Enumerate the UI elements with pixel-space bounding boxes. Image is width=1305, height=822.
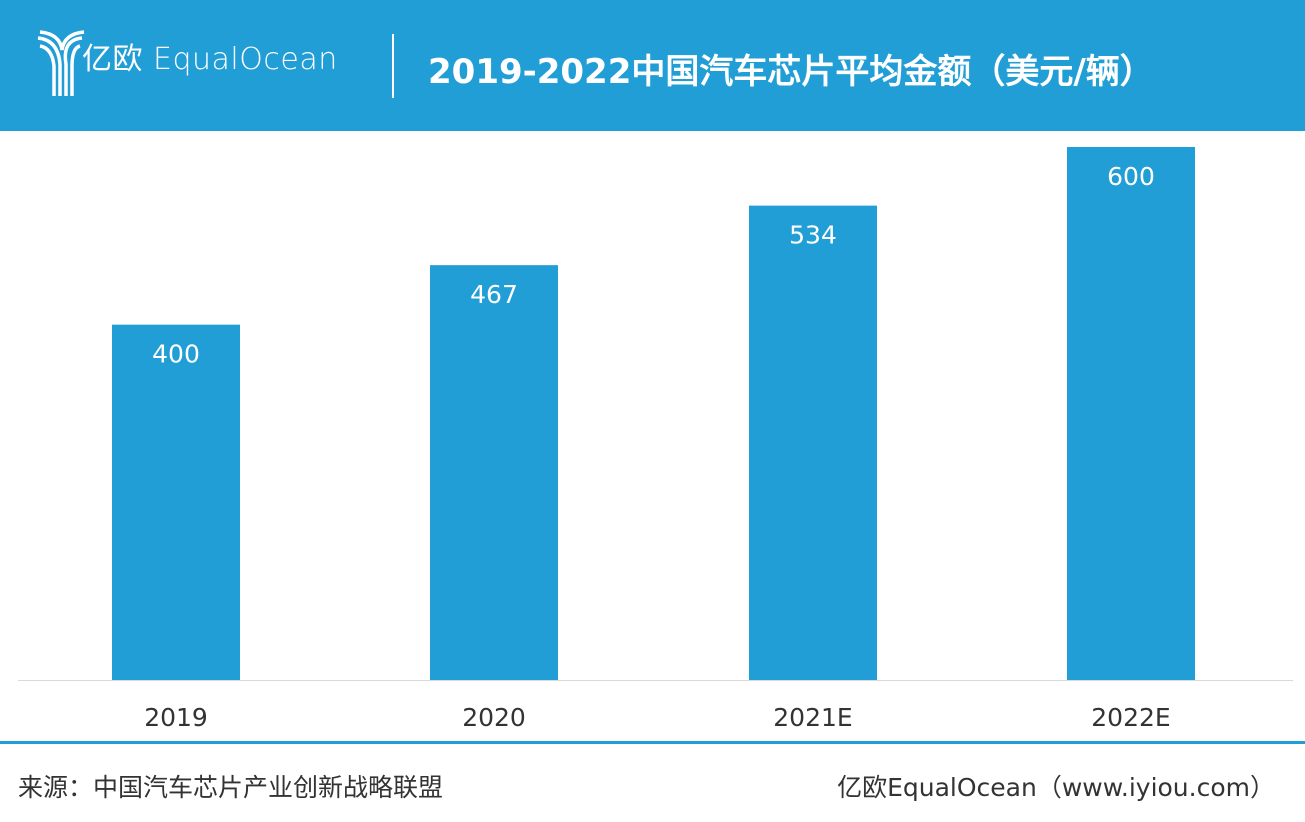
bar-chart: 400 2019 467 2020 534 2021E 600 2022E (18, 147, 1293, 732)
data-label: 600 (1107, 162, 1155, 191)
bar-2020 (430, 265, 558, 680)
source-note: 来源：中国汽车芯片产业创新战略联盟 (18, 773, 444, 802)
credit-note: 亿欧EqualOcean（www.iyiou.com） (837, 773, 1275, 802)
data-label: 534 (789, 221, 837, 250)
x-tick-label: 2019 (144, 703, 208, 732)
footer-divider (0, 741, 1305, 744)
bar-2022E (1067, 147, 1195, 680)
x-tick-label: 2021E (773, 703, 852, 732)
data-label: 467 (470, 280, 518, 309)
header-divider (392, 34, 394, 98)
header-banner: 亿欧 EqualOcean 2019-2022中国汽车芯片平均金额（美元/辆） (0, 0, 1305, 131)
bar-2021E (749, 205, 877, 680)
chart-title: 2019-2022中国汽车芯片平均金额（美元/辆） (428, 52, 1154, 92)
equalocean-logo-icon (37, 30, 85, 96)
logo-text: 亿欧 EqualOcean (82, 42, 338, 77)
x-tick-label: 2020 (462, 703, 526, 732)
data-label: 400 (152, 340, 200, 369)
bar-2019 (112, 324, 240, 680)
x-tick-label: 2022E (1091, 703, 1170, 732)
